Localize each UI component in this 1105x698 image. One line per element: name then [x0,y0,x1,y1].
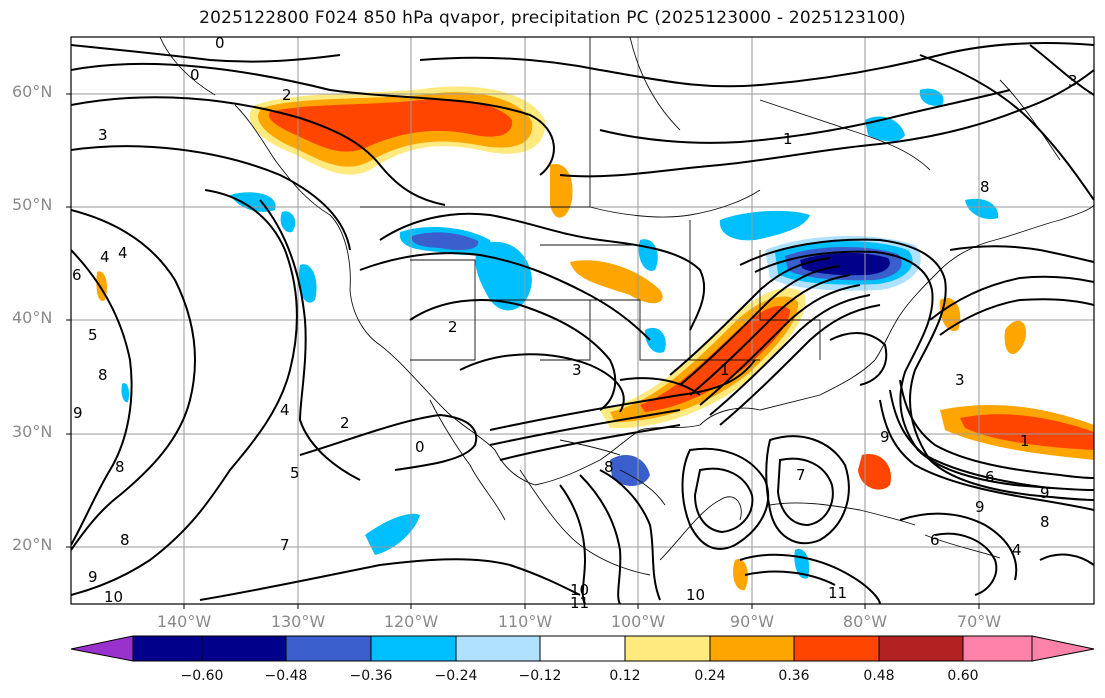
colorbar-tick-label: 0.48 [863,668,895,684]
contour-label: 7 [796,466,806,484]
contour-label: 4 [1012,541,1022,559]
contour-label: 7 [280,536,290,554]
colorbar-segment [132,635,203,662]
lat-label-30n: 30°N [12,422,53,441]
colorbar-segment [201,635,287,662]
contour-label: 6 [930,531,940,549]
colorbar-tick-label: 0.60 [947,668,979,684]
contour-label: 9 [73,404,83,422]
lon-label-120w: 120°W [383,612,439,631]
lat-label-60n: 60°N [12,82,53,101]
colorbar-segment [878,635,964,662]
contour-label: 10 [570,581,589,599]
colorbar-tick-label: 0.12 [609,668,641,684]
lat-label-20n: 20°N [12,535,53,554]
colorbar-segment [793,635,880,662]
colorbar-segment [70,635,134,662]
contour-label: 9 [1040,484,1050,502]
lon-label-90w: 90°W [729,612,775,631]
colorbar-segment [370,635,457,662]
contour-labels: 0 0 2 3 4 4 5 6 7 8 8 8 9 9 10 10 11 2 4… [72,34,1078,612]
contour-label: 3 [98,126,108,144]
colorbar [70,635,1095,662]
contour-label: 3 [955,371,965,389]
contour-label: 10 [686,586,705,604]
contour-label: 8 [120,531,130,549]
contour-label: 5 [88,326,98,344]
lon-label-130w: 130°W [270,612,326,631]
contour-label: 6 [72,266,82,284]
lon-label-140w: 140°W [156,612,212,631]
coastlines-and-borders [159,37,1094,576]
contour-label: 0 [190,66,200,84]
contour-label: 1 [1020,432,1030,450]
lon-label-80w: 80°W [842,612,888,631]
contour-label: 8 [115,458,125,476]
contour-label: 1 [720,361,730,379]
colorbar-segment [285,635,372,662]
contour-label: 2 [282,86,292,104]
contour-label: 8 [604,458,614,476]
contour-label: 11 [570,594,589,612]
colorbar-segment [624,635,711,662]
contour-label: 11 [828,584,847,602]
contour-label: 8 [98,366,108,384]
lat-label-50n: 50°N [12,195,53,214]
colorbar-tick-label: −0.48 [264,668,308,684]
contour-label: 2 [448,318,458,336]
colorbar-segment [962,635,1033,662]
lat-label-40n: 40°N [12,308,53,327]
colorbar-tick-label: −0.36 [349,668,393,684]
contour-label: 3 [572,361,582,379]
contour-label: 3 [1068,72,1078,90]
map-title: 2025122800 F024 850 hPa qvapor, precipit… [199,8,906,28]
colorbar-segment [1031,635,1095,662]
colorbar-segment [455,635,541,662]
colorbar-tick-label: −0.24 [434,668,478,684]
contour-label: 8 [1040,513,1050,531]
contour-label: 2 [340,414,350,432]
lon-label-110w: 110°W [497,612,553,631]
contour-label: 0 [215,34,225,52]
contour-label: 9 [975,498,985,516]
contour-label: 10 [104,588,123,606]
contour-label: 4 [100,248,110,266]
colorbar-tick-label: 0.24 [694,668,726,684]
contour-label: 9 [88,568,98,586]
colorbar-segment [709,635,795,662]
contour-label: 0 [415,438,425,456]
contour-label: 6 [985,468,995,486]
contour-label: 4 [280,401,290,419]
colorbar-segment [539,635,626,662]
contour-label: 1 [783,130,793,148]
colorbar-tick-label: −0.60 [180,668,224,684]
contour-label: 4 [118,244,128,262]
contour-label: 8 [980,178,990,196]
lon-label-70w: 70°W [956,612,1002,631]
contour-label: 5 [290,464,300,482]
contour-label: 9 [880,428,890,446]
colorbar-tick-label: −0.12 [518,668,562,684]
lon-label-100w: 100°W [610,612,666,631]
colorbar-tick-label: 0.36 [778,668,810,684]
qvapor-contours [71,42,1094,604]
